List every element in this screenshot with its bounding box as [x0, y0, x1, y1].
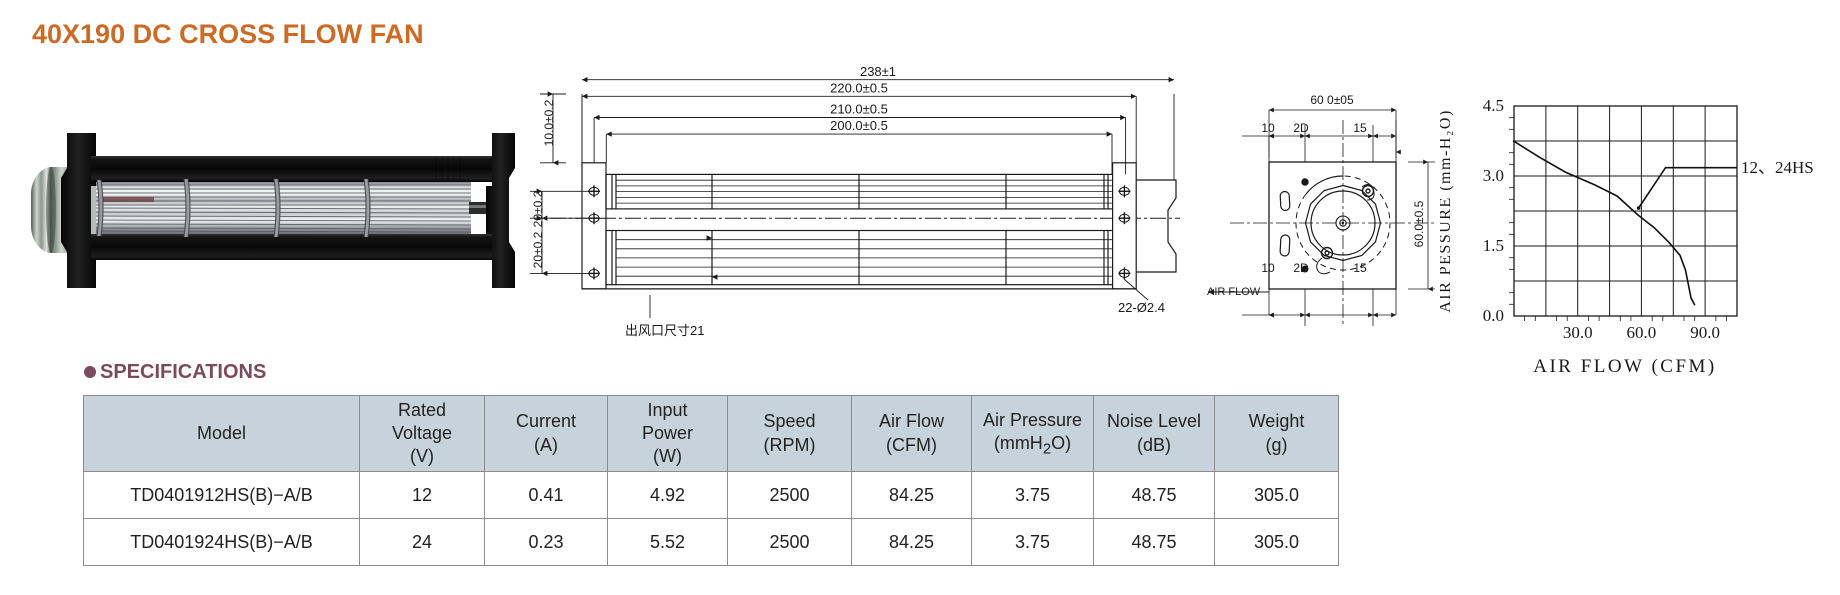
svg-text:10.0±0.2: 10.0±0.2	[542, 99, 556, 146]
svg-text:AIR PESSURE (mm-H₂O): AIR PESSURE (mm-H₂O)	[1440, 109, 1454, 313]
svg-text:0.0: 0.0	[1483, 306, 1504, 325]
svg-text:200.0±0.5: 200.0±0.5	[830, 118, 888, 133]
svg-text:AIR FLOW: AIR FLOW	[1207, 286, 1261, 298]
svg-text:1.5: 1.5	[1483, 236, 1504, 255]
svg-text:15: 15	[1353, 261, 1367, 275]
svg-text:15: 15	[1353, 121, 1367, 135]
svg-text:30.0: 30.0	[1563, 323, 1593, 342]
svg-text:2D: 2D	[1293, 121, 1309, 135]
svg-text:220.0±0.5: 220.0±0.5	[830, 81, 888, 96]
svg-text:238±1: 238±1	[860, 64, 896, 79]
svg-text:AIR FLOW (CFM): AIR FLOW (CFM)	[1533, 356, 1717, 377]
svg-text:90.0: 90.0	[1690, 323, 1720, 342]
svg-text:210.0±0.5: 210.0±0.5	[830, 102, 888, 117]
svg-text:10: 10	[1261, 261, 1275, 275]
svg-text:2D: 2D	[1293, 261, 1309, 275]
svg-text:3.0: 3.0	[1483, 166, 1504, 185]
svg-text:出风口尺寸21: 出风口尺寸21	[625, 323, 704, 338]
svg-text:10: 10	[1261, 121, 1275, 135]
svg-text:22-Ø2.4: 22-Ø2.4	[1118, 300, 1165, 315]
svg-text:60.0±0.5: 60.0±0.5	[1412, 200, 1426, 247]
svg-text:20±0.2: 20±0.2	[531, 231, 545, 268]
svg-text:4.5: 4.5	[1483, 96, 1504, 115]
svg-text:20±0.2: 20±0.2	[531, 190, 545, 227]
svg-text:60 0±05: 60 0±05	[1310, 93, 1354, 107]
svg-text:60.0: 60.0	[1627, 323, 1657, 342]
svg-text:12、24HS: 12、24HS	[1741, 158, 1814, 177]
